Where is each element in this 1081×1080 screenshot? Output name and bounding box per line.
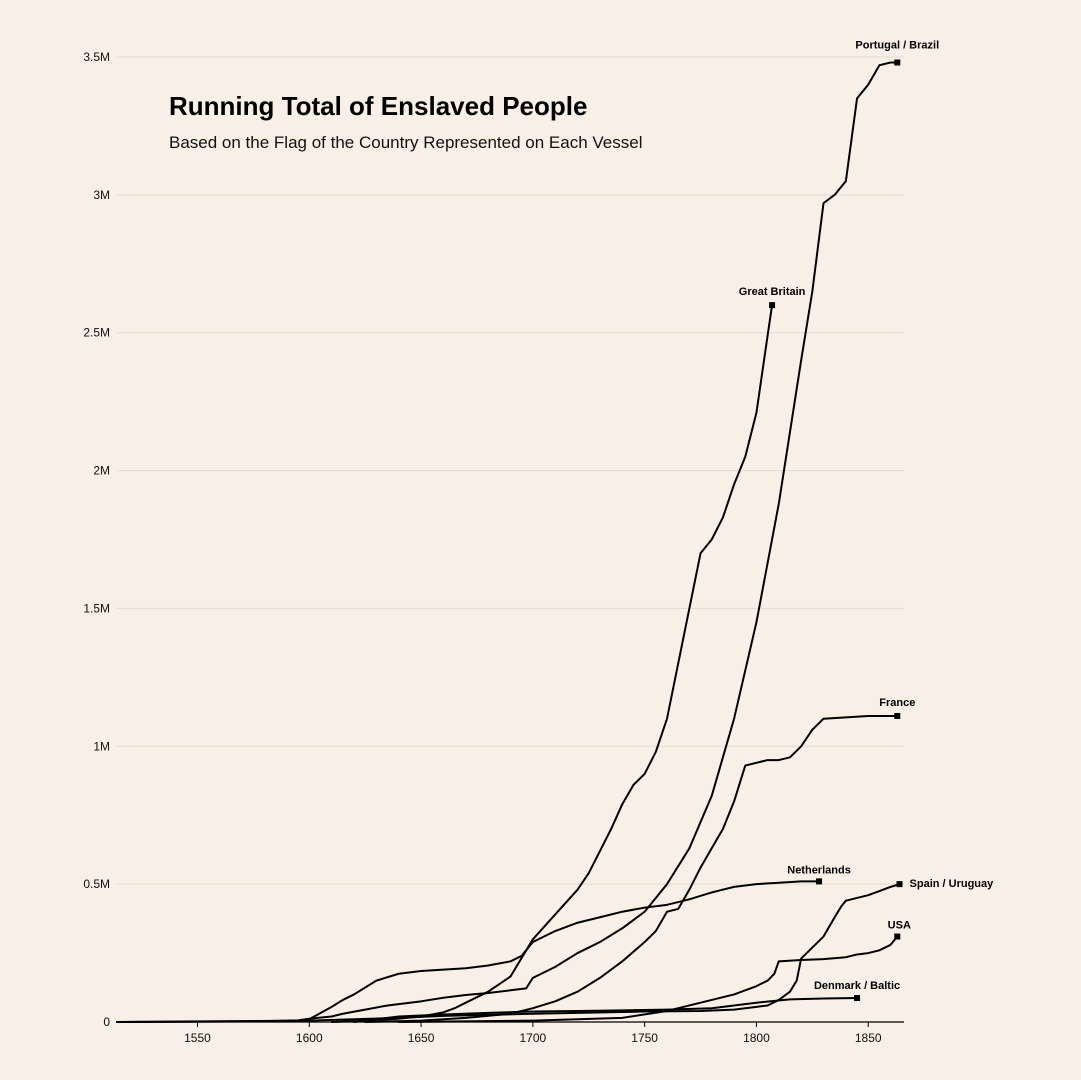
end-marker-netherlands [816,878,823,885]
x-tick-label: 1800 [743,1031,770,1045]
series-label-denmark-baltic: Denmark / Baltic [814,980,900,992]
y-tick-label: 0.5M [83,877,110,891]
series-lines [116,61,901,1023]
end-marker-usa [894,933,901,940]
end-marker-denmark-baltic [854,995,861,1002]
series-label-france: France [879,697,915,709]
y-tick-label: 0 [103,1015,110,1029]
end-marker-portugal-brazil [894,59,901,66]
series-line-denmark-baltic [352,997,859,1023]
series-line-netherlands [308,880,821,1021]
series-label-great-britain: Great Britain [739,286,806,298]
series-line-great-britain [330,304,774,1023]
x-tick-label: 1650 [408,1031,435,1045]
end-marker-spain-uruguay [896,881,903,888]
series-line-portugal-brazil [116,61,899,1023]
series-label-usa: USA [888,920,911,932]
y-tick-label: 1.5M [83,601,110,615]
x-tick-label: 1750 [631,1031,658,1045]
chart-title: Running Total of Enslaved People [169,91,587,121]
y-tick-label: 3.5M [83,50,110,64]
chart-subtitle: Based on the Flag of the Country Represe… [169,133,642,152]
y-tick-label: 2M [93,464,110,478]
series-end-markers [769,59,903,1002]
x-tick-label: 1550 [184,1031,211,1045]
x-tick-label: 1600 [296,1031,323,1045]
x-tick-label: 1850 [855,1031,882,1045]
y-tick-label: 3M [93,188,110,202]
series-line-spain-uruguay [116,883,901,1023]
series-label-netherlands: Netherlands [787,864,851,876]
series-label-spain-uruguay: Spain / Uruguay [910,878,995,890]
y-tick-label: 1M [93,739,110,753]
series-labels: Portugal / Brazil Great Britain France Neth… [739,40,994,992]
x-axis-ticks: 1550 1600 1650 1700 1750 1800 1850 [184,1022,882,1045]
grid-lines [117,56,904,885]
end-marker-great-britain [769,302,776,309]
end-marker-france [894,712,901,719]
series-label-portugal-brazil: Portugal / Brazil [855,40,939,52]
x-tick-label: 1700 [520,1031,547,1045]
y-tick-label: 2.5M [83,326,110,340]
series-line-france [364,714,899,1023]
y-axis-ticks: 0 0.5M 1M 1.5M 2M 2.5M 3M 3.5M [83,50,110,1029]
